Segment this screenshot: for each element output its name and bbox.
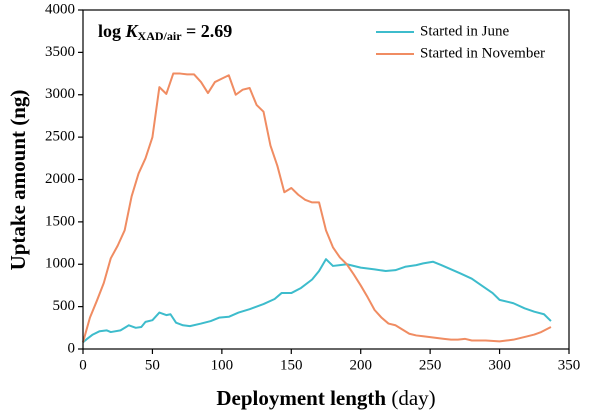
y-axis-label: Uptake amount (ng) <box>6 90 30 271</box>
x-tick-label: 0 <box>79 357 87 373</box>
data-line <box>82 258 552 343</box>
y-tick-label: 4000 <box>45 1 75 17</box>
legend-label: Started in November <box>420 45 545 61</box>
annotation-suffix: = 2.69 <box>182 21 233 41</box>
x-tick-label: 300 <box>488 357 511 373</box>
annotation-prefix: log <box>98 21 126 41</box>
x-tick-label: 100 <box>211 357 234 373</box>
x-label-text: Deployment length <box>216 386 386 410</box>
y-tick-label: 500 <box>53 298 76 314</box>
y-tick-label: 1000 <box>45 256 75 272</box>
x-tick-label: 200 <box>349 357 372 373</box>
annotation-subscript: XAD/air <box>138 29 183 43</box>
x-label-unit: (day) <box>391 386 435 410</box>
annotation-symbol: K <box>125 21 140 41</box>
y-tick-label: 1500 <box>45 213 75 229</box>
y-tick-label: 2500 <box>45 129 75 145</box>
y-tick-label: 2000 <box>45 171 75 187</box>
x-tick-label: 150 <box>280 357 303 373</box>
x-axis-label: Deployment length (day) <box>216 386 435 410</box>
y-tick-label: 3000 <box>45 86 75 102</box>
legend-label: Started in June <box>420 23 509 39</box>
x-tick-label: 250 <box>419 357 442 373</box>
data-line <box>82 72 552 343</box>
x-tick-label: 350 <box>558 357 581 373</box>
x-tick-label: 50 <box>145 357 160 373</box>
annotation: log KXAD/air = 2.69 <box>98 21 232 43</box>
y-tick-label: 3500 <box>45 44 75 60</box>
y-tick-label: 0 <box>68 340 76 356</box>
